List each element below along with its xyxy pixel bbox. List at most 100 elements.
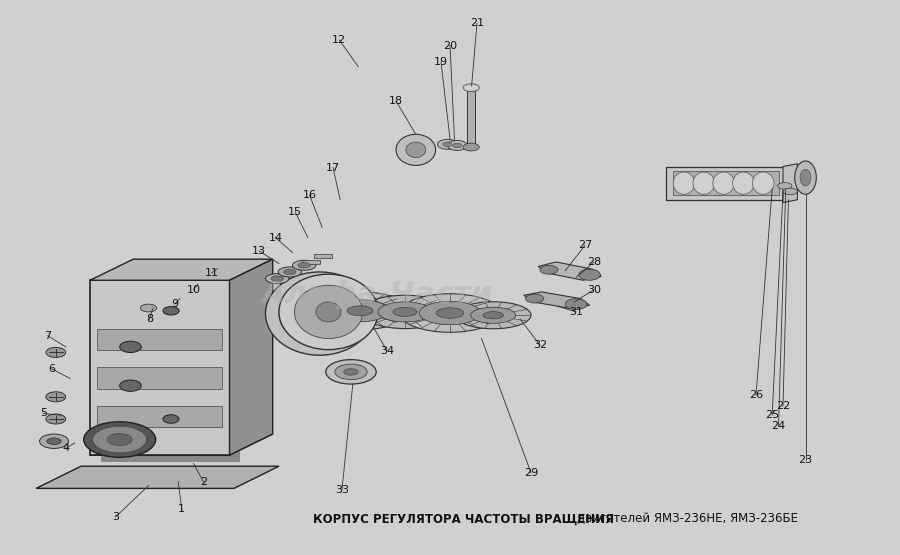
Ellipse shape [266,272,374,355]
Bar [467,89,475,147]
Text: 5: 5 [40,408,47,418]
Polygon shape [36,466,279,488]
Text: 29: 29 [524,468,538,478]
Ellipse shape [437,139,457,149]
Text: 9: 9 [171,299,178,309]
Text: 24: 24 [771,421,786,431]
Ellipse shape [84,422,156,457]
Ellipse shape [284,269,296,275]
Text: 34: 34 [380,346,394,356]
Text: 16: 16 [302,190,317,200]
Text: 15: 15 [288,207,302,217]
Text: 12: 12 [332,35,347,45]
Ellipse shape [292,260,316,270]
Text: Альфа-Части: Альфа-Части [263,279,493,309]
Ellipse shape [526,294,544,303]
Text: 14: 14 [268,233,283,243]
Ellipse shape [310,292,410,330]
Ellipse shape [392,307,418,316]
Ellipse shape [800,169,811,186]
Ellipse shape [795,161,816,194]
Ellipse shape [579,269,600,280]
Text: 1: 1 [178,504,185,514]
Bar [97,329,222,350]
Ellipse shape [455,302,531,329]
Ellipse shape [406,142,426,158]
Text: двигателей ЯМЗ-236НЕ, ЯМЗ-236БЕ: двигателей ЯМЗ-236НЕ, ЯМЗ-236БЕ [577,512,798,526]
Ellipse shape [447,140,467,150]
Ellipse shape [279,274,378,350]
Ellipse shape [419,301,481,325]
Ellipse shape [47,438,61,445]
Text: 17: 17 [326,163,340,173]
Ellipse shape [120,380,141,391]
Ellipse shape [378,302,432,322]
Text: КОРПУС РЕГУЛЯТОРА ЧАСТОТЫ ВРАЩЕНИЯ: КОРПУС РЕГУЛЯТОРА ЧАСТОТЫ ВРАЩЕНИЯ [313,512,618,526]
Ellipse shape [331,300,389,322]
Bar [97,367,222,388]
Text: 22: 22 [776,401,790,411]
Ellipse shape [140,304,157,312]
Ellipse shape [483,311,503,319]
Text: 3: 3 [112,512,119,522]
Text: 18: 18 [389,96,403,106]
Text: 13: 13 [252,246,266,256]
Ellipse shape [752,172,774,194]
Text: 7: 7 [44,331,51,341]
Ellipse shape [565,299,587,310]
Ellipse shape [778,183,792,189]
Ellipse shape [278,267,302,277]
Bar [314,254,332,258]
Polygon shape [230,259,273,455]
Text: 28: 28 [587,257,601,267]
Bar [90,280,230,455]
Bar [666,166,788,200]
Ellipse shape [733,172,754,194]
Polygon shape [90,259,273,280]
Polygon shape [783,164,797,203]
Ellipse shape [713,172,734,194]
Text: 25: 25 [765,410,779,420]
Text: 11: 11 [204,268,219,278]
Ellipse shape [463,84,479,92]
Ellipse shape [360,295,450,329]
Text: 4: 4 [62,443,69,453]
Ellipse shape [673,172,695,194]
Ellipse shape [46,414,66,424]
Ellipse shape [471,307,516,323]
Ellipse shape [326,360,376,384]
Text: 27: 27 [578,240,592,250]
Ellipse shape [443,142,452,147]
Ellipse shape [436,308,464,318]
Polygon shape [538,262,601,280]
Text: 2: 2 [200,477,207,487]
Text: 8: 8 [146,314,153,324]
Text: 26: 26 [749,390,763,400]
Ellipse shape [344,369,358,375]
Text: 33: 33 [335,485,349,495]
Text: 6: 6 [49,364,56,374]
Ellipse shape [540,265,558,274]
Text: 19: 19 [434,57,448,67]
Ellipse shape [271,276,284,281]
Ellipse shape [163,415,179,423]
Ellipse shape [266,274,289,284]
Text: 30: 30 [587,285,601,295]
Text: 31: 31 [569,307,583,317]
Text: 32: 32 [533,340,547,350]
Ellipse shape [347,306,373,316]
Ellipse shape [163,306,179,315]
Bar [673,171,779,195]
Ellipse shape [93,426,147,453]
Polygon shape [524,292,590,309]
Ellipse shape [120,341,141,352]
Ellipse shape [783,188,797,195]
Ellipse shape [396,134,436,165]
Ellipse shape [279,282,360,345]
Ellipse shape [316,302,341,322]
Ellipse shape [463,143,479,151]
Ellipse shape [107,433,132,446]
Polygon shape [90,434,273,455]
Text: 21: 21 [470,18,484,28]
Ellipse shape [335,364,367,380]
